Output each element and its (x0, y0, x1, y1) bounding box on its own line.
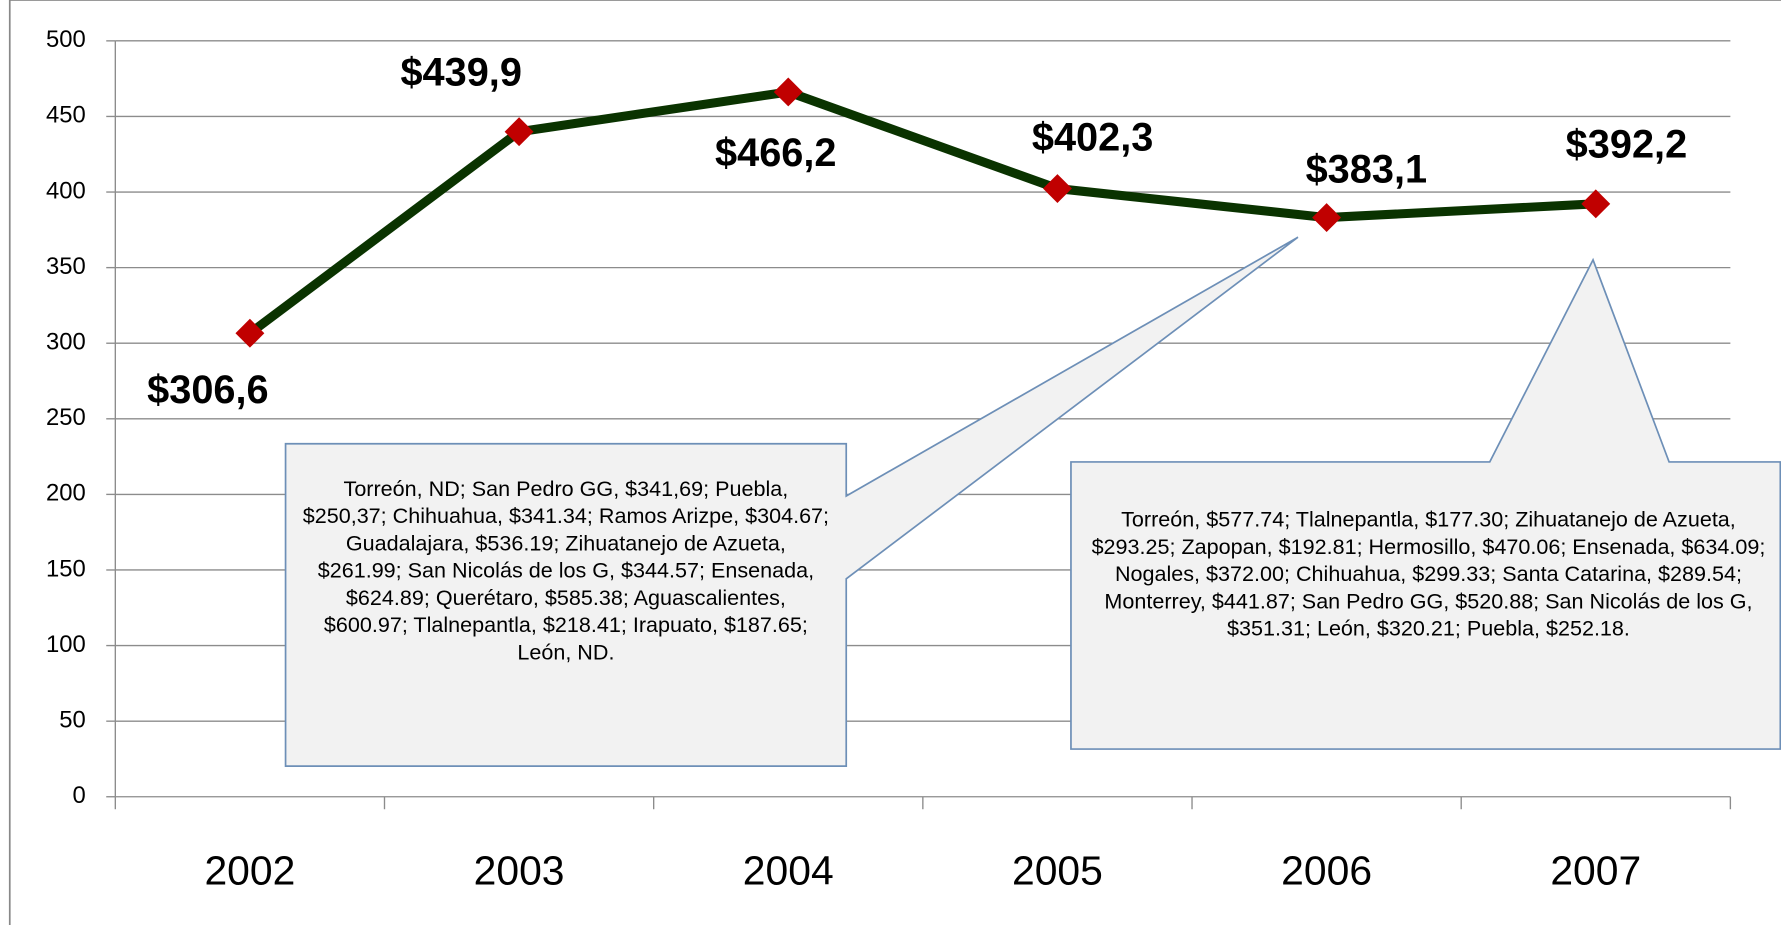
series-line (247, 87, 1597, 337)
y-tick-label: 400 (46, 177, 86, 204)
y-tick-label: 50 (59, 706, 86, 733)
data-label: $392,2 (1566, 123, 1687, 167)
callout-box (284, 236, 1299, 767)
marker (1581, 189, 1611, 219)
x-tick-label: 2006 (1281, 848, 1372, 894)
y-tick-label: 500 (46, 26, 86, 53)
callout-box (1070, 257, 1781, 750)
y-tick-label: 150 (46, 555, 86, 582)
x-tick-label: 2004 (743, 848, 834, 894)
chart-border (8, 0, 1781, 925)
callout: Torreón, ND; San Pedro GG, $341,69; Pueb… (302, 477, 830, 666)
y-tick-label: 300 (46, 329, 86, 356)
callout-text: Torreón, $577.74; Tlalnepantla, $177.30;… (1091, 508, 1766, 642)
y-tick-label: 200 (46, 480, 86, 507)
x-tick-label: 2002 (204, 848, 295, 894)
x-tick-label: 2005 (1012, 848, 1103, 894)
y-tick-label: 100 (46, 631, 86, 658)
data-label: $439,9 (400, 50, 521, 94)
marker (773, 77, 803, 107)
callout-text: Torreón, ND; San Pedro GG, $341,69; Pueb… (302, 477, 830, 666)
x-tick-label: 2003 (474, 848, 565, 894)
x-tick-label: 2007 (1550, 848, 1641, 894)
marker (1042, 174, 1072, 204)
callout: Torreón, $577.74; Tlalnepantla, $177.30;… (1091, 508, 1766, 642)
marker (1312, 203, 1342, 233)
data-label: $466,2 (715, 131, 836, 175)
data-label: $306,6 (147, 368, 268, 412)
marker (235, 318, 265, 348)
y-tick-label: 450 (46, 102, 86, 129)
data-label: $383,1 (1306, 148, 1427, 192)
y-tick-label: 350 (46, 253, 86, 280)
y-tick-label: 0 (73, 782, 86, 809)
data-label: $402,3 (1032, 115, 1153, 159)
y-tick-label: 250 (46, 404, 86, 431)
